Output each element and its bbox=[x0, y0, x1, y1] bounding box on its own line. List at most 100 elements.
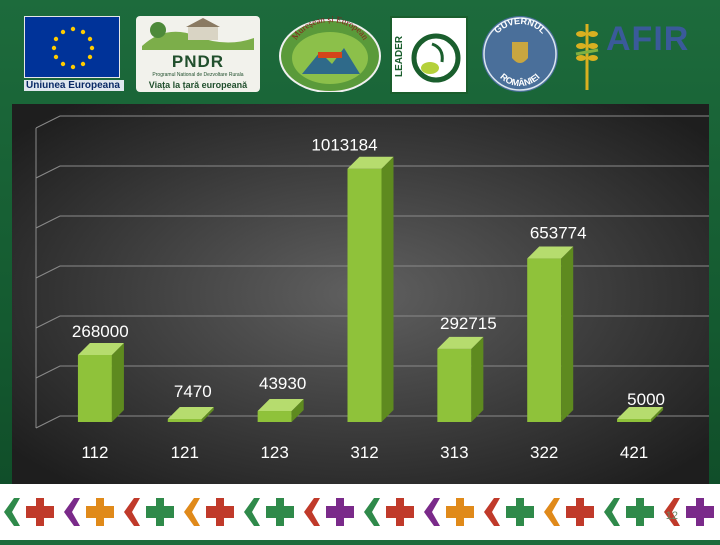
x-tick-label: 312 bbox=[350, 443, 378, 462]
gridline bbox=[35, 415, 709, 429]
pattern-cross bbox=[146, 498, 174, 526]
pattern-chevron-left bbox=[184, 498, 200, 526]
folk-pattern-footer bbox=[0, 484, 720, 540]
bar-side bbox=[291, 399, 304, 422]
gridline bbox=[35, 115, 709, 129]
pattern-chevron-left bbox=[604, 498, 620, 526]
pattern-chevron-left bbox=[124, 498, 140, 526]
gridline bbox=[35, 265, 709, 279]
gridline bbox=[35, 165, 709, 179]
bar-side bbox=[471, 336, 484, 422]
data-label: 653774 bbox=[530, 224, 587, 243]
gal-logo: Mureșean și European bbox=[278, 12, 382, 93]
data-labels: 268000 7470 43930 1013184 292715 653774 5000 bbox=[72, 136, 665, 409]
gridline bbox=[35, 215, 709, 229]
gal-emblem-icon: Mureșean și European bbox=[279, 14, 381, 93]
pattern-chevron-left bbox=[244, 498, 260, 526]
pattern-chevron-left bbox=[484, 498, 500, 526]
bar-top bbox=[257, 399, 304, 412]
bar-top bbox=[437, 336, 484, 349]
bar-top bbox=[77, 343, 124, 355]
bar-chart-panel: 268000 7470 43930 1013184 292715 653774 5000 1… bbox=[12, 104, 709, 484]
bar-322 bbox=[527, 246, 574, 422]
x-tick-label: 112 bbox=[81, 443, 108, 462]
bar-112 bbox=[77, 343, 124, 422]
gridline bbox=[35, 315, 709, 329]
bar-side bbox=[111, 343, 124, 422]
leader-emblem-icon bbox=[411, 33, 461, 83]
pattern-chevron-left bbox=[544, 498, 560, 526]
x-tick-label: 421 bbox=[620, 443, 648, 462]
afir-text: AFIR bbox=[606, 20, 690, 58]
logo-strip: Uniunea Europeana PNDR Programul Nationa… bbox=[0, 0, 720, 100]
pattern-chevron-left bbox=[364, 498, 380, 526]
data-label: 1013184 bbox=[311, 136, 377, 155]
pattern-chevron-left bbox=[304, 498, 320, 526]
pattern-cross bbox=[566, 498, 594, 526]
wheat-icon bbox=[575, 24, 599, 90]
eu-caption: Uniunea Europeana bbox=[24, 80, 124, 91]
x-tick-labels: 112 121 123 312 313 322 421 bbox=[81, 443, 648, 462]
bar-front bbox=[257, 411, 292, 422]
pndr-landscape-icon bbox=[142, 18, 254, 50]
eu-stars-icon bbox=[51, 26, 95, 70]
data-label: 43930 bbox=[259, 374, 306, 393]
bar-front bbox=[167, 419, 202, 422]
data-label: 268000 bbox=[72, 322, 129, 341]
bar-side bbox=[561, 246, 574, 422]
afir-logo: AFIR bbox=[570, 14, 710, 90]
bar-top bbox=[527, 246, 574, 259]
bar-front bbox=[77, 355, 112, 422]
data-label: 7470 bbox=[174, 382, 212, 401]
folk-pattern-icon bbox=[4, 498, 714, 526]
pattern-chevron-left bbox=[64, 498, 80, 526]
svg-text:ROMÂNIEI: ROMÂNIEI bbox=[498, 71, 541, 88]
pattern-cross bbox=[326, 498, 354, 526]
pattern-cross bbox=[446, 498, 474, 526]
bars bbox=[77, 156, 664, 423]
pndr-title: PNDR bbox=[171, 52, 225, 71]
eu-flag-logo bbox=[24, 16, 120, 78]
bar-side bbox=[651, 407, 664, 422]
bar-121 bbox=[167, 407, 214, 422]
pattern-cross bbox=[206, 498, 234, 526]
pattern-cross bbox=[266, 498, 294, 526]
pattern-chevron-left bbox=[664, 498, 680, 526]
pndr-tagline: Viața la țară europeană bbox=[148, 80, 248, 90]
bar-front bbox=[527, 258, 562, 422]
gov-bottom-text: ROMÂNIEI bbox=[498, 71, 541, 88]
pattern-cross bbox=[686, 498, 714, 526]
pndr-subtitle: Programul National de Dezvoltare Rurala bbox=[152, 72, 244, 78]
x-tick-label: 121 bbox=[171, 443, 199, 462]
pattern-cross bbox=[86, 498, 114, 526]
bar-chart: 268000 7470 43930 1013184 292715 653774 5000 1… bbox=[12, 104, 709, 484]
gov-logo: GUVERNUL ROMÂNIEI bbox=[478, 12, 562, 96]
bar-front bbox=[437, 348, 472, 422]
pattern-chevron-left bbox=[424, 498, 440, 526]
pattern-chevron-left bbox=[4, 498, 20, 526]
x-tick-label: 322 bbox=[530, 443, 558, 462]
bar-front bbox=[347, 168, 382, 422]
gridlines bbox=[35, 115, 709, 429]
leader-logo: LEADER bbox=[390, 16, 468, 94]
bar-top bbox=[617, 407, 664, 419]
page-number: 12 bbox=[665, 510, 678, 522]
gridline bbox=[35, 365, 709, 379]
pattern-cross bbox=[26, 498, 54, 526]
pndr-logo: PNDR Programul National de Dezvoltare Ru… bbox=[136, 16, 260, 92]
bar-313 bbox=[437, 336, 484, 422]
bar-top bbox=[347, 156, 394, 169]
bar-side bbox=[201, 407, 214, 422]
data-label: 292715 bbox=[440, 314, 497, 333]
bar-top bbox=[167, 407, 214, 419]
pattern-cross bbox=[626, 498, 654, 526]
x-tick-label: 123 bbox=[260, 443, 288, 462]
gov-seal-icon: GUVERNUL ROMÂNIEI bbox=[482, 16, 558, 92]
bar-312 bbox=[347, 156, 394, 423]
pattern-cross bbox=[506, 498, 534, 526]
bar-123 bbox=[257, 399, 304, 422]
pattern-cross bbox=[386, 498, 414, 526]
x-tick-label: 313 bbox=[440, 443, 468, 462]
bar-side bbox=[381, 156, 394, 423]
bar-421 bbox=[617, 407, 664, 422]
